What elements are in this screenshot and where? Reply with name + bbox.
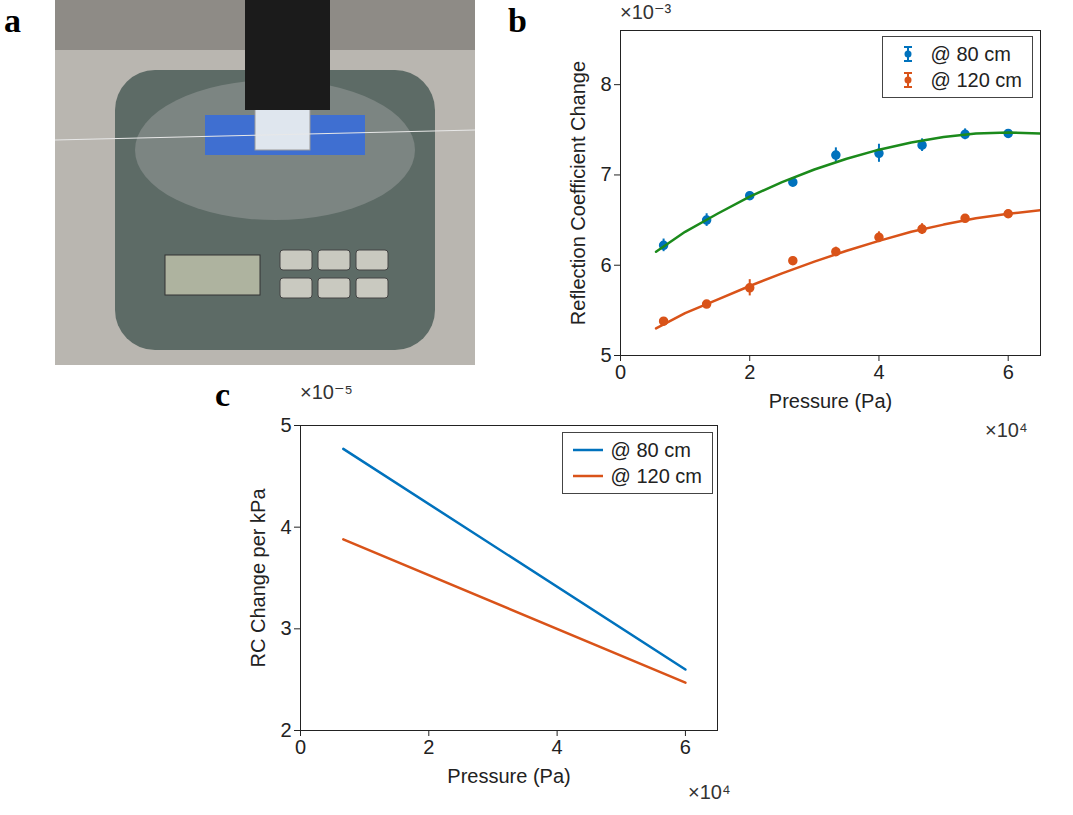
html-text:×10⁴: ×10⁴ <box>985 419 1028 441</box>
svg-text:2: 2 <box>744 361 755 383</box>
svg-text:RC Change per kPa: RC Change per kPa <box>247 488 269 668</box>
html-text:×10⁻³: ×10⁻³ <box>620 1 672 23</box>
html-text:@ 80 cm: @ 80 cm <box>930 42 1011 65</box>
svg-text:7: 7 <box>600 163 611 185</box>
svg-text:2: 2 <box>423 736 434 758</box>
html-text:@ 120 cm: @ 120 cm <box>610 464 702 487</box>
html-text:@ 120 cm: @ 120 cm <box>930 68 1022 91</box>
svg-text:0: 0 <box>295 736 306 758</box>
svg-text:8: 8 <box>600 73 611 95</box>
svg-text:Pressure (Pa): Pressure (Pa) <box>447 765 570 787</box>
html-text:a: a <box>4 2 21 39</box>
html-text:×10⁻⁵: ×10⁻⁵ <box>300 381 353 403</box>
svg-text:3: 3 <box>280 617 291 639</box>
svg-text:6: 6 <box>680 736 691 758</box>
svg-text:6: 6 <box>1003 361 1014 383</box>
svg-text:Pressure (Pa): Pressure (Pa) <box>769 390 892 412</box>
svg-text:6: 6 <box>600 254 611 276</box>
svg-text:4: 4 <box>552 736 563 758</box>
html-text:c: c <box>215 376 231 413</box>
html-text:b: b <box>508 2 527 39</box>
html-text:@ 80 cm: @ 80 cm <box>610 438 691 461</box>
svg-text:4: 4 <box>280 516 291 538</box>
svg-text:5: 5 <box>600 344 611 366</box>
svg-text:Reflection Coefficient Change: Reflection Coefficient Change <box>567 61 589 325</box>
html-text:×10⁴: ×10⁴ <box>688 781 731 803</box>
svg-text:2: 2 <box>280 719 291 741</box>
svg-text:0: 0 <box>615 361 626 383</box>
svg-text:4: 4 <box>873 361 884 383</box>
svg-text:5: 5 <box>280 414 291 436</box>
